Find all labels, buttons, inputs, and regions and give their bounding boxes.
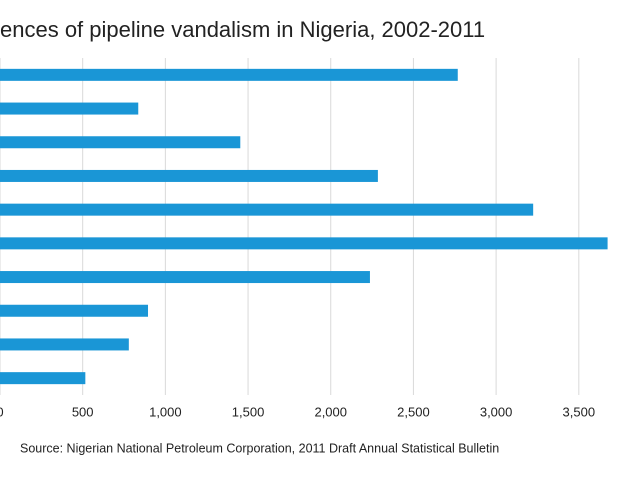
bar <box>0 102 139 115</box>
x-tick-label: 1,000 <box>149 404 182 419</box>
x-tick-label: 500 <box>72 404 94 419</box>
x-tick-label: 3,500 <box>563 404 596 419</box>
chart-title: ences of pipeline vandalism in Nigeria, … <box>0 17 485 42</box>
x-tick-label: 2,500 <box>397 404 430 419</box>
bar <box>0 237 608 250</box>
bar <box>0 68 458 81</box>
bar <box>0 338 129 351</box>
x-tick-label: 3,000 <box>480 404 513 419</box>
x-tick-label: 2,000 <box>314 404 347 419</box>
bar <box>0 136 241 149</box>
source-note: Source: Nigerian National Petroleum Corp… <box>20 441 499 455</box>
bar <box>0 304 149 317</box>
x-tick-label: 1,500 <box>232 404 265 419</box>
bar <box>0 203 534 216</box>
bar <box>0 372 86 385</box>
x-tick-label: 0 <box>0 404 4 419</box>
bar <box>0 271 370 284</box>
bar <box>0 169 378 182</box>
